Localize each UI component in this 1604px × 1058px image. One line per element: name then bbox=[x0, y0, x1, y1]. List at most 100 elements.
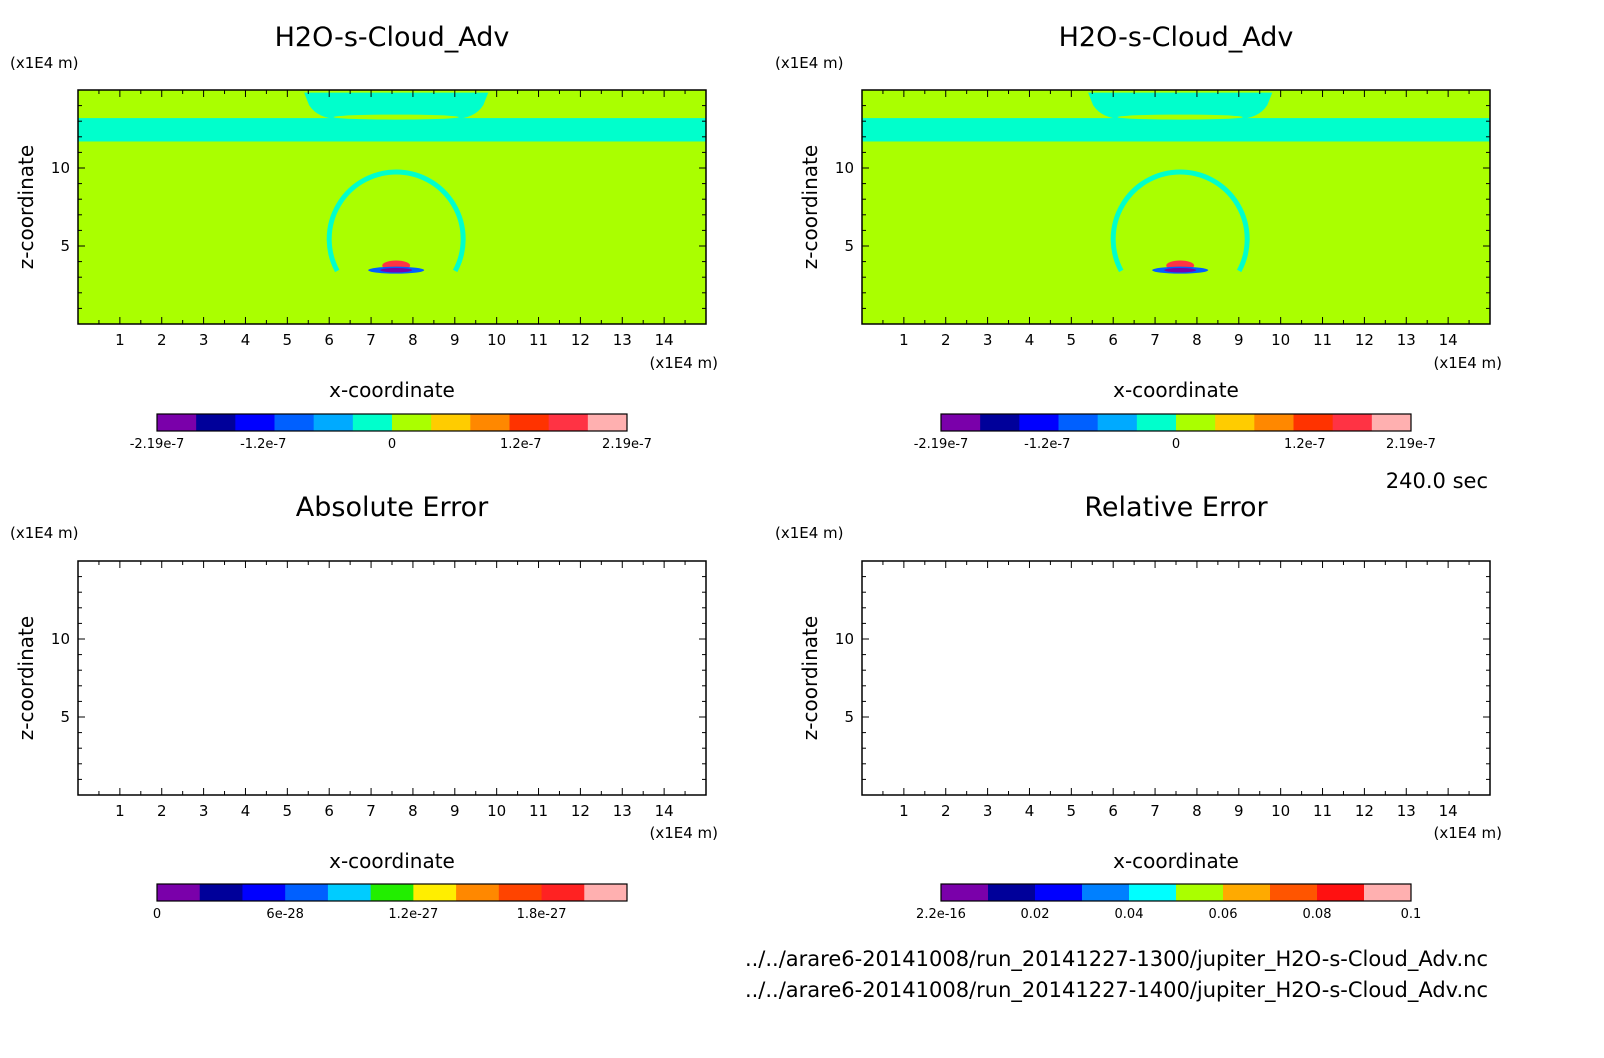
x-tick-label: 9 bbox=[450, 802, 460, 820]
colorbar-tick-label: 1.2e-7 bbox=[1284, 437, 1326, 452]
y-tick-label: 10 bbox=[51, 630, 70, 648]
x-tick-label: 11 bbox=[1313, 331, 1332, 349]
colorbar-tick-label: 0.1 bbox=[1401, 907, 1422, 922]
x-tick-label: 6 bbox=[1108, 802, 1118, 820]
y-unit-label: (x1E4 m) bbox=[775, 524, 844, 542]
colorbar-tick-label: 0.02 bbox=[1021, 907, 1050, 922]
x-tick-label: 4 bbox=[241, 331, 251, 349]
colorbar-swatch bbox=[1254, 414, 1294, 431]
colorbar-swatch bbox=[988, 884, 1036, 901]
y-tick-label: 5 bbox=[60, 708, 70, 726]
colorbar: -2.19e-7 -1.2e-7 0 1.2e-7 2.19e-7 bbox=[130, 413, 652, 452]
x-tick-label: 14 bbox=[655, 331, 674, 349]
colorbar-swatch bbox=[1035, 884, 1083, 901]
colorbar-swatch bbox=[1223, 884, 1271, 901]
x-axis-title: x-coordinate bbox=[329, 849, 455, 873]
x-tick-label: 11 bbox=[529, 331, 548, 349]
x-tick-label: 14 bbox=[1439, 331, 1458, 349]
colorbar-swatch bbox=[1058, 414, 1099, 431]
colorbar-tick-label: 6e-28 bbox=[266, 907, 304, 922]
x-axis-title: x-coordinate bbox=[1113, 849, 1239, 873]
x-tick-label: 12 bbox=[571, 331, 590, 349]
colorbar-swatch bbox=[1332, 414, 1373, 431]
colorbar-swatch bbox=[941, 884, 989, 901]
y-tick-label: 5 bbox=[844, 708, 854, 726]
x-tick-label: 5 bbox=[283, 331, 293, 349]
colorbar-swatch bbox=[285, 884, 329, 901]
colorbar-tick-label: 2.19e-7 bbox=[602, 437, 652, 452]
x-tick-label: 4 bbox=[241, 802, 251, 820]
y-axis-title: z-coordinate bbox=[14, 616, 38, 740]
x-tick-label: 5 bbox=[1067, 802, 1077, 820]
x-tick-label: 10 bbox=[487, 331, 506, 349]
x-unit-label: (x1E4 m) bbox=[1433, 354, 1502, 372]
x-tick-label: 1 bbox=[115, 331, 125, 349]
x-axis-title: x-coordinate bbox=[1113, 378, 1239, 402]
plot-frame bbox=[861, 560, 1491, 796]
field-cap bbox=[1088, 92, 1273, 120]
x-tick-label: 8 bbox=[408, 802, 418, 820]
x-tick-label: 9 bbox=[1234, 331, 1244, 349]
y-tick-label: 5 bbox=[844, 237, 854, 255]
x-tick-label: 5 bbox=[283, 802, 293, 820]
colorbar-swatch bbox=[1097, 414, 1138, 431]
colorbar-swatch bbox=[1136, 414, 1177, 431]
colorbar-swatch bbox=[470, 414, 510, 431]
field-arc bbox=[1110, 169, 1250, 273]
x-tick-label: 2 bbox=[941, 331, 951, 349]
x-tick-label: 9 bbox=[1234, 802, 1244, 820]
y-tick-label: 10 bbox=[51, 159, 70, 177]
y-axis-title: z-coordinate bbox=[14, 145, 38, 269]
x-tick-label: 1 bbox=[115, 802, 125, 820]
x-tick-label: 11 bbox=[1313, 802, 1332, 820]
colorbar-swatch bbox=[199, 884, 243, 901]
colorbar-tick-label: 0 bbox=[153, 907, 161, 922]
colorbar-swatch bbox=[980, 414, 1020, 431]
chart-panel-3: Absolute Error (x1E4 m) (x1E4 m) x-coordina… bbox=[10, 492, 718, 922]
x-unit-label: (x1E4 m) bbox=[1433, 824, 1502, 842]
x-tick-label: 13 bbox=[1397, 802, 1416, 820]
colorbar-swatch bbox=[1317, 884, 1365, 901]
colorbar-swatch bbox=[157, 414, 197, 431]
chart-panel-4: Relative Error (x1E4 m) (x1E4 m) x-coordina… bbox=[775, 492, 1502, 922]
y-axis-title: z-coordinate bbox=[798, 145, 822, 269]
x-tick-label: 12 bbox=[1355, 331, 1374, 349]
x-tick-label: 10 bbox=[487, 802, 506, 820]
y-unit-label: (x1E4 m) bbox=[10, 54, 79, 72]
x-unit-label: (x1E4 m) bbox=[649, 824, 718, 842]
colorbar-swatch bbox=[157, 884, 201, 901]
field-band bbox=[862, 118, 1490, 142]
field-cap-core bbox=[1117, 114, 1243, 120]
colorbar-tick-label: -2.19e-7 bbox=[914, 437, 969, 452]
x-tick-label: 8 bbox=[408, 331, 418, 349]
x-tick-label: 6 bbox=[324, 802, 334, 820]
colorbar-swatch bbox=[431, 414, 471, 431]
panel-title: H2O-s-Cloud_Adv bbox=[1059, 22, 1294, 53]
colorbar-tick-label: 0.08 bbox=[1303, 907, 1332, 922]
y-axis-title: z-coordinate bbox=[798, 616, 822, 740]
colorbar-tick-label: 0 bbox=[388, 437, 396, 452]
x-tick-label: 12 bbox=[571, 802, 590, 820]
x-tick-label: 4 bbox=[1025, 331, 1035, 349]
x-tick-label: 4 bbox=[1025, 802, 1035, 820]
x-tick-label: 1 bbox=[899, 331, 909, 349]
x-tick-label: 7 bbox=[1150, 331, 1160, 349]
colorbar-tick-label: 2.2e-16 bbox=[916, 907, 966, 922]
colorbar-frame bbox=[156, 883, 628, 902]
field-band bbox=[78, 118, 706, 142]
colorbar-tick-label: 0.04 bbox=[1115, 907, 1144, 922]
colorbar-tick-label: 1.8e-27 bbox=[517, 907, 567, 922]
colorbar-frame bbox=[940, 883, 1412, 902]
y-unit-label: (x1E4 m) bbox=[775, 54, 844, 72]
plot-frame bbox=[77, 560, 707, 796]
time-label: 240.0 sec bbox=[1386, 469, 1488, 493]
colorbar-tick-label: 0.06 bbox=[1209, 907, 1238, 922]
colorbar: 2.2e-16 0.02 0.04 0.06 0.08 0.1 bbox=[916, 883, 1422, 922]
x-tick-label: 1 bbox=[899, 802, 909, 820]
colorbar-swatch bbox=[1176, 414, 1216, 431]
colorbar-swatch bbox=[509, 414, 550, 431]
colorbar-swatch bbox=[327, 884, 372, 901]
colorbar-swatch bbox=[196, 414, 236, 431]
colorbar-swatch bbox=[1364, 884, 1412, 901]
